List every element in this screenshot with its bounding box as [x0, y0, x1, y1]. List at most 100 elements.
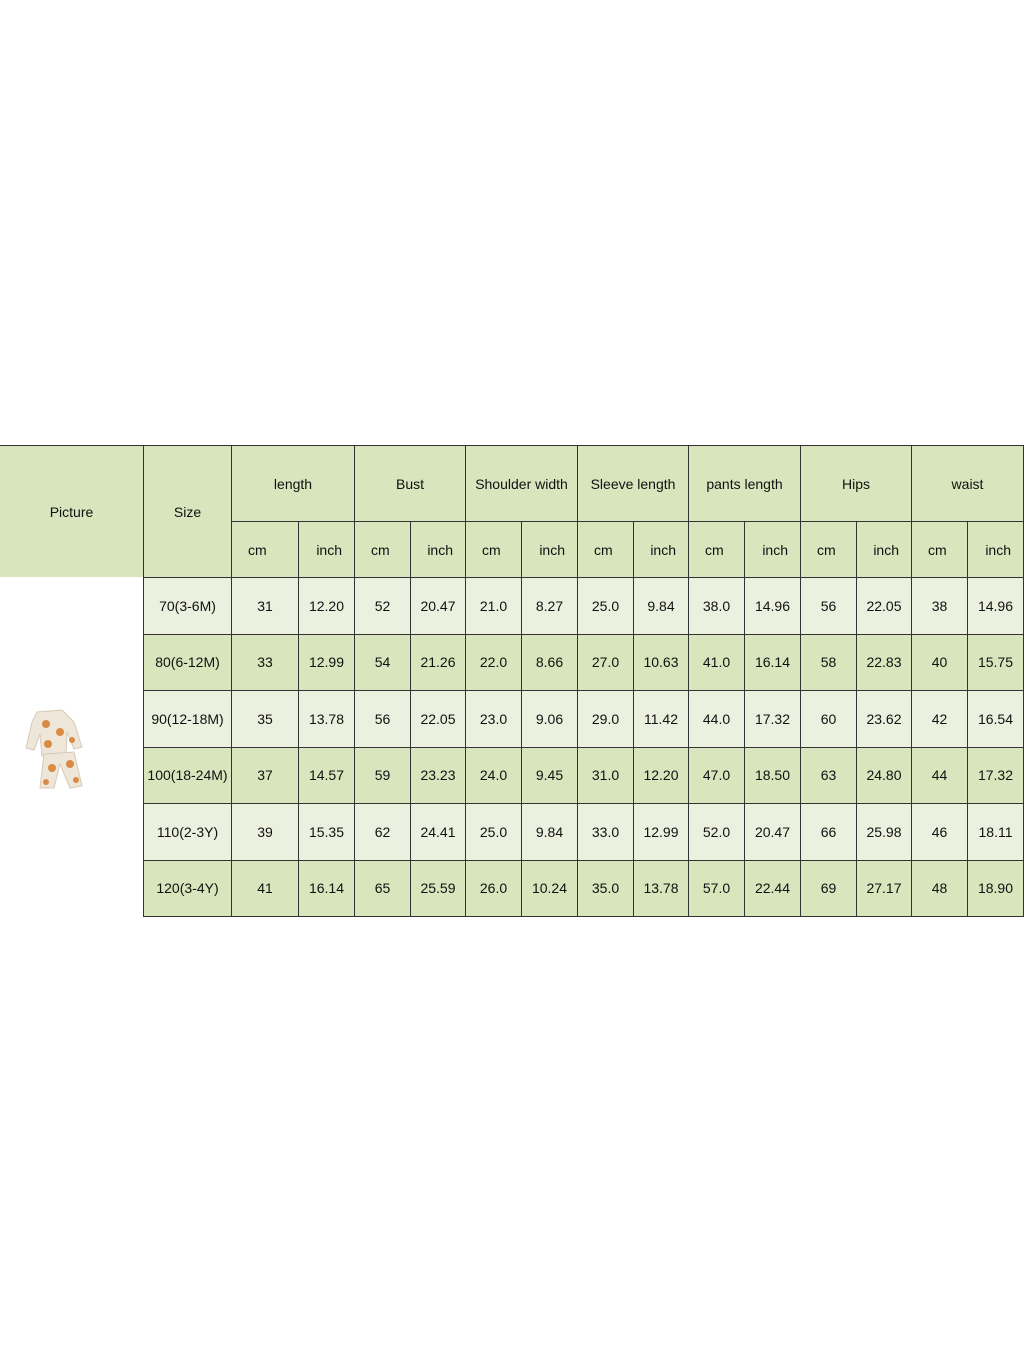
value-cell: 20.47 — [744, 803, 801, 861]
value-cell: 39 — [231, 803, 299, 861]
value-cell: 27.17 — [856, 859, 912, 917]
value-cell: 23.0 — [465, 690, 522, 748]
group-header: Shoulder width — [465, 445, 578, 522]
value-cell: 12.20 — [298, 577, 355, 635]
value-cell: 69 — [800, 859, 857, 917]
unit-header: cm — [354, 521, 411, 578]
value-cell: 56 — [800, 577, 857, 635]
group-header: Hips — [800, 445, 912, 522]
group-header: Sleeve length — [577, 445, 689, 522]
unit-header: inch — [633, 521, 689, 578]
value-cell: 31.0 — [577, 746, 634, 804]
unit-header: inch — [521, 521, 578, 578]
group-header: length — [231, 445, 355, 522]
value-cell: 21.26 — [410, 633, 466, 691]
unit-header: inch — [410, 521, 466, 578]
value-cell: 18.50 — [744, 746, 801, 804]
value-cell: 38 — [911, 577, 968, 635]
group-header: pants length — [688, 445, 801, 522]
value-cell: 60 — [800, 690, 857, 748]
value-cell: 46 — [911, 803, 968, 861]
unit-header: cm — [800, 521, 857, 578]
unit-header: inch — [744, 521, 801, 578]
value-cell: 25.98 — [856, 803, 912, 861]
value-cell: 17.32 — [967, 746, 1024, 804]
header-cell: Picture — [0, 445, 144, 578]
unit-header: cm — [577, 521, 634, 578]
value-cell: 20.47 — [410, 577, 466, 635]
value-cell: 22.83 — [856, 633, 912, 691]
value-cell: 14.96 — [744, 577, 801, 635]
header-cell: Size — [143, 445, 232, 578]
value-cell: 15.75 — [967, 633, 1024, 691]
value-cell: 25.0 — [465, 803, 522, 861]
value-cell: 52.0 — [688, 803, 745, 861]
value-cell: 22.0 — [465, 633, 522, 691]
value-cell: 13.78 — [298, 690, 355, 748]
value-cell: 33.0 — [577, 803, 634, 861]
value-cell: 11.42 — [633, 690, 689, 748]
value-cell: 18.11 — [967, 803, 1024, 861]
value-cell: 56 — [354, 690, 411, 748]
value-cell: 65 — [354, 859, 411, 917]
value-cell: 33 — [231, 633, 299, 691]
value-cell: 10.24 — [521, 859, 578, 917]
unit-header: cm — [688, 521, 745, 578]
value-cell: 24.41 — [410, 803, 466, 861]
value-cell: 16.54 — [967, 690, 1024, 748]
value-cell: 22.44 — [744, 859, 801, 917]
size-cell: 70(3-6M) — [143, 577, 232, 635]
value-cell: 12.99 — [633, 803, 689, 861]
value-cell: 48 — [911, 859, 968, 917]
value-cell: 18.90 — [967, 859, 1024, 917]
value-cell: 9.45 — [521, 746, 578, 804]
size-cell: 90(12-18M) — [143, 690, 232, 748]
value-cell: 27.0 — [577, 633, 634, 691]
value-cell: 54 — [354, 633, 411, 691]
value-cell: 35 — [231, 690, 299, 748]
size-cell: 120(3-4Y) — [143, 859, 232, 917]
unit-header: cm — [231, 521, 299, 578]
unit-header: inch — [298, 521, 355, 578]
value-cell: 9.84 — [521, 803, 578, 861]
pajama-image — [24, 709, 83, 789]
value-cell: 8.27 — [521, 577, 578, 635]
value-cell: 35.0 — [577, 859, 634, 917]
group-header: waist — [911, 445, 1024, 522]
value-cell: 16.14 — [744, 633, 801, 691]
value-cell: 25.0 — [577, 577, 634, 635]
value-cell: 66 — [800, 803, 857, 861]
value-cell: 9.84 — [633, 577, 689, 635]
value-cell: 14.96 — [967, 577, 1024, 635]
unit-header: cm — [465, 521, 522, 578]
value-cell: 31 — [231, 577, 299, 635]
value-cell: 26.0 — [465, 859, 522, 917]
value-cell: 41 — [231, 859, 299, 917]
value-cell: 59 — [354, 746, 411, 804]
value-cell: 44 — [911, 746, 968, 804]
value-cell: 12.20 — [633, 746, 689, 804]
value-cell: 22.05 — [410, 690, 466, 748]
value-cell: 42 — [911, 690, 968, 748]
value-cell: 14.57 — [298, 746, 355, 804]
product-picture — [0, 577, 144, 917]
value-cell: 17.32 — [744, 690, 801, 748]
value-cell: 23.23 — [410, 746, 466, 804]
unit-header: inch — [967, 521, 1024, 578]
value-cell: 13.78 — [633, 859, 689, 917]
unit-header: cm — [911, 521, 968, 578]
value-cell: 41.0 — [688, 633, 745, 691]
unit-header: inch — [856, 521, 912, 578]
value-cell: 58 — [800, 633, 857, 691]
value-cell: 9.06 — [521, 690, 578, 748]
value-cell: 29.0 — [577, 690, 634, 748]
value-cell: 62 — [354, 803, 411, 861]
value-cell: 10.63 — [633, 633, 689, 691]
value-cell: 44.0 — [688, 690, 745, 748]
value-cell: 40 — [911, 633, 968, 691]
value-cell: 23.62 — [856, 690, 912, 748]
value-cell: 63 — [800, 746, 857, 804]
value-cell: 8.66 — [521, 633, 578, 691]
value-cell: 15.35 — [298, 803, 355, 861]
